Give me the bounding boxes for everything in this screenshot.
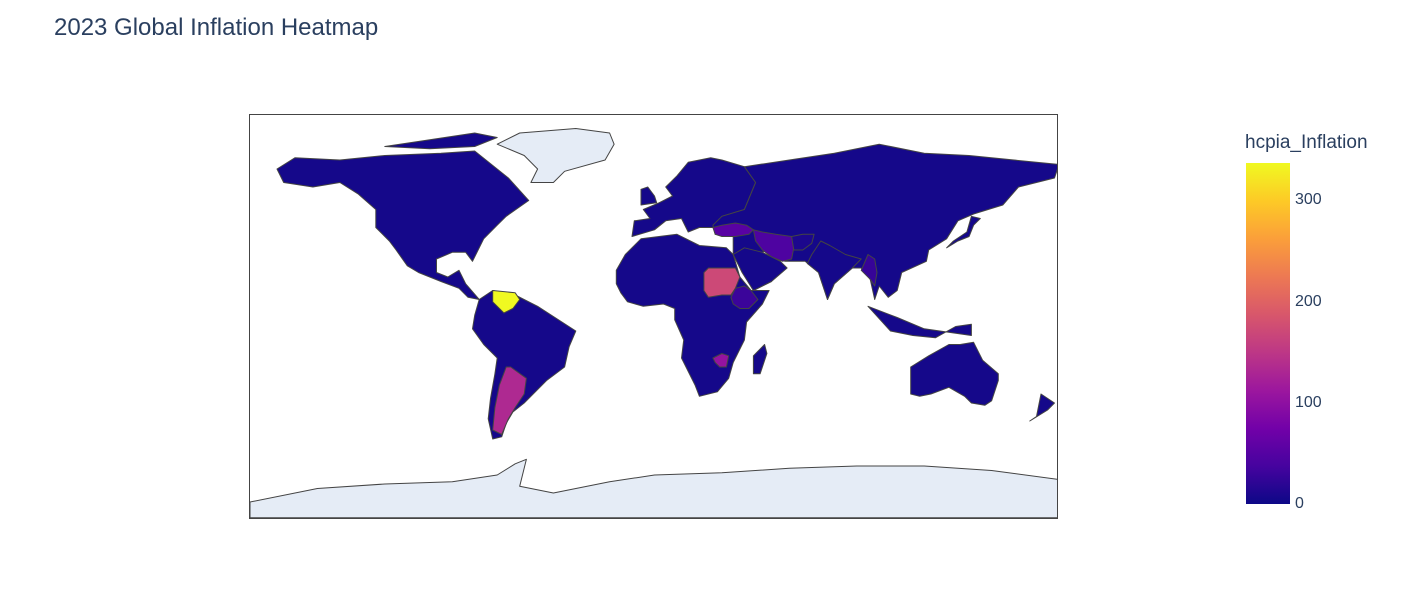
region-south-america[interactable] bbox=[472, 290, 577, 440]
colorbar-tick-label: 0 bbox=[1295, 495, 1304, 512]
map-canvas[interactable] bbox=[250, 115, 1058, 519]
colorbar-tick-label: 100 bbox=[1295, 393, 1322, 411]
colorbar-tick-label: 200 bbox=[1295, 292, 1322, 310]
region-afghanistan[interactable] bbox=[791, 233, 815, 251]
region-sudan[interactable] bbox=[703, 267, 741, 298]
region-uk[interactable] bbox=[640, 186, 658, 206]
region-north-america[interactable] bbox=[276, 150, 530, 300]
region-australia[interactable] bbox=[910, 341, 999, 406]
region-greenland[interactable] bbox=[496, 128, 615, 183]
colorbar bbox=[1246, 163, 1290, 504]
land-layer bbox=[250, 128, 1058, 518]
region-new-zealand[interactable] bbox=[1029, 393, 1055, 422]
region-madagascar[interactable] bbox=[752, 344, 768, 375]
region-ethiopia[interactable] bbox=[730, 285, 759, 309]
region-iran[interactable] bbox=[752, 229, 795, 262]
region-zimbabwe[interactable] bbox=[712, 353, 730, 368]
region-canadian-arctic[interactable] bbox=[384, 132, 498, 150]
region-venezuela[interactable] bbox=[492, 290, 521, 314]
region-turkey[interactable] bbox=[712, 222, 754, 237]
region-arabia[interactable] bbox=[732, 247, 788, 291]
colorbar-title: hcpia_Inflation bbox=[1245, 132, 1368, 153]
region-argentina[interactable] bbox=[492, 366, 527, 435]
region-indonesia[interactable] bbox=[867, 305, 972, 339]
region-myanmar[interactable] bbox=[860, 254, 878, 287]
region-india[interactable] bbox=[806, 240, 862, 300]
world-map[interactable] bbox=[249, 114, 1058, 519]
colorbar-ticks: 0 100 200 300 bbox=[1295, 163, 1335, 512]
chart-title: 2023 Global Inflation Heatmap bbox=[54, 14, 379, 41]
region-europe[interactable] bbox=[631, 157, 757, 237]
region-japan[interactable] bbox=[946, 215, 981, 249]
region-antarctica[interactable] bbox=[250, 458, 1058, 518]
colorbar-tick-label: 300 bbox=[1295, 191, 1322, 209]
